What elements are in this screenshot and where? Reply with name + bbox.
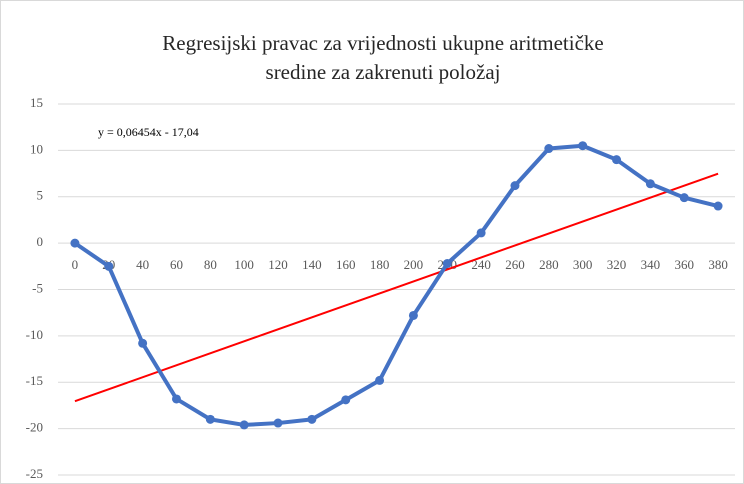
- x-tick-label: 100: [234, 257, 254, 272]
- point: [679, 193, 689, 203]
- x-tick-label: 240: [471, 257, 491, 272]
- point: [476, 228, 486, 238]
- point: [544, 144, 554, 154]
- y-tick-label: -15: [26, 373, 43, 388]
- x-tick-label: 160: [336, 257, 356, 272]
- chart-title: sredine za zakrenuti položaj: [266, 60, 501, 84]
- x-tick-label: 120: [268, 257, 288, 272]
- point: [375, 375, 385, 385]
- point: [578, 141, 588, 151]
- x-tick-label: 180: [370, 257, 390, 272]
- y-tick-label: 10: [30, 141, 43, 156]
- chart-title: Regresijski pravac za vrijednosti ukupne…: [162, 31, 603, 55]
- x-tick-label: 280: [539, 257, 559, 272]
- x-tick-label: 300: [573, 257, 593, 272]
- point: [612, 155, 622, 165]
- point: [341, 395, 351, 405]
- x-tick-label: 360: [674, 257, 694, 272]
- point: [713, 201, 723, 211]
- point: [442, 259, 452, 269]
- x-tick-label: 80: [204, 257, 217, 272]
- y-tick-label: 15: [30, 95, 43, 110]
- point: [645, 179, 655, 189]
- y-tick-label: -20: [26, 420, 43, 435]
- x-tick-label: 140: [302, 257, 322, 272]
- point: [510, 181, 520, 191]
- y-tick-label: -5: [32, 280, 43, 295]
- point: [205, 414, 215, 424]
- y-tick-label: 5: [37, 188, 44, 203]
- x-tick-label: 60: [170, 257, 183, 272]
- x-tick-label: 380: [708, 257, 728, 272]
- point: [239, 420, 249, 430]
- x-tick-label: 260: [505, 257, 525, 272]
- point: [307, 414, 317, 424]
- point: [70, 238, 80, 248]
- point: [408, 310, 418, 320]
- series-line: [73, 143, 719, 427]
- point: [171, 394, 181, 404]
- y-tick-label: 0: [37, 234, 44, 249]
- trendline: [74, 172, 719, 403]
- x-tick-label: 0: [72, 257, 79, 272]
- point: [138, 338, 148, 348]
- y-tick-label: -25: [26, 466, 43, 481]
- x-tick-label: 340: [641, 257, 661, 272]
- x-tick-label: 320: [607, 257, 627, 272]
- trendline-equation: y = 0,06454x - 17,04: [98, 125, 199, 139]
- point: [104, 261, 114, 271]
- y-tick-label: -10: [26, 327, 43, 342]
- x-tick-label: 40: [136, 257, 149, 272]
- x-tick-label: 200: [404, 257, 424, 272]
- point: [273, 418, 283, 428]
